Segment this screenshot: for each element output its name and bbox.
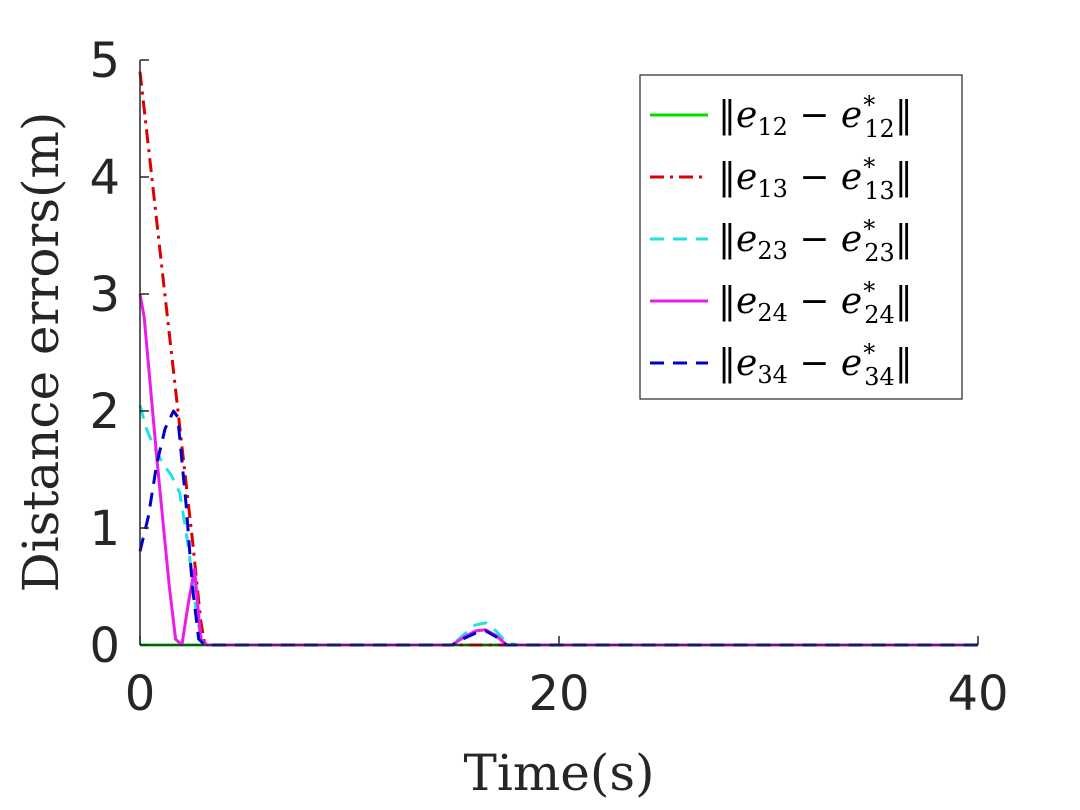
legend-label-34: ‖e34 − e* 34‖ <box>718 339 913 391</box>
y-tick-label: 0 <box>89 618 120 674</box>
y-tick-label: 3 <box>89 267 120 323</box>
legend-label-24: ‖e24 − e* 24‖ <box>718 277 913 329</box>
legend: ‖e12 − e* 12‖ ‖e13 − e* 13‖ ‖e23 − e* 23‖ ‖e24… <box>639 74 963 400</box>
x-tick-label: 0 <box>125 666 156 722</box>
x-axis-label: Time(s) <box>463 744 654 802</box>
legend-label-23: ‖e23 − e* 23‖ <box>718 215 913 267</box>
legend-label-12: ‖e12 − e* 12‖ <box>718 91 913 143</box>
y-tick-label: 1 <box>89 501 120 557</box>
x-tick-label: 20 <box>528 666 589 722</box>
y-axis-label: Distance errors(m) <box>12 112 70 593</box>
series-line-13 <box>138 71 978 647</box>
series-line-34 <box>138 409 978 647</box>
x-tick-label: 40 <box>947 666 1008 722</box>
axes <box>139 59 979 646</box>
tick-labels: 0 1 2 3 4 5 0 20 40 <box>89 33 1008 722</box>
legend-box <box>639 74 963 400</box>
legend-label-13: ‖e13 − e* 13‖ <box>718 153 913 205</box>
y-tick-label: 4 <box>89 150 120 206</box>
y-tick-label: 5 <box>89 33 120 89</box>
y-tick-label: 2 <box>89 384 120 440</box>
series-line-23 <box>138 404 978 647</box>
